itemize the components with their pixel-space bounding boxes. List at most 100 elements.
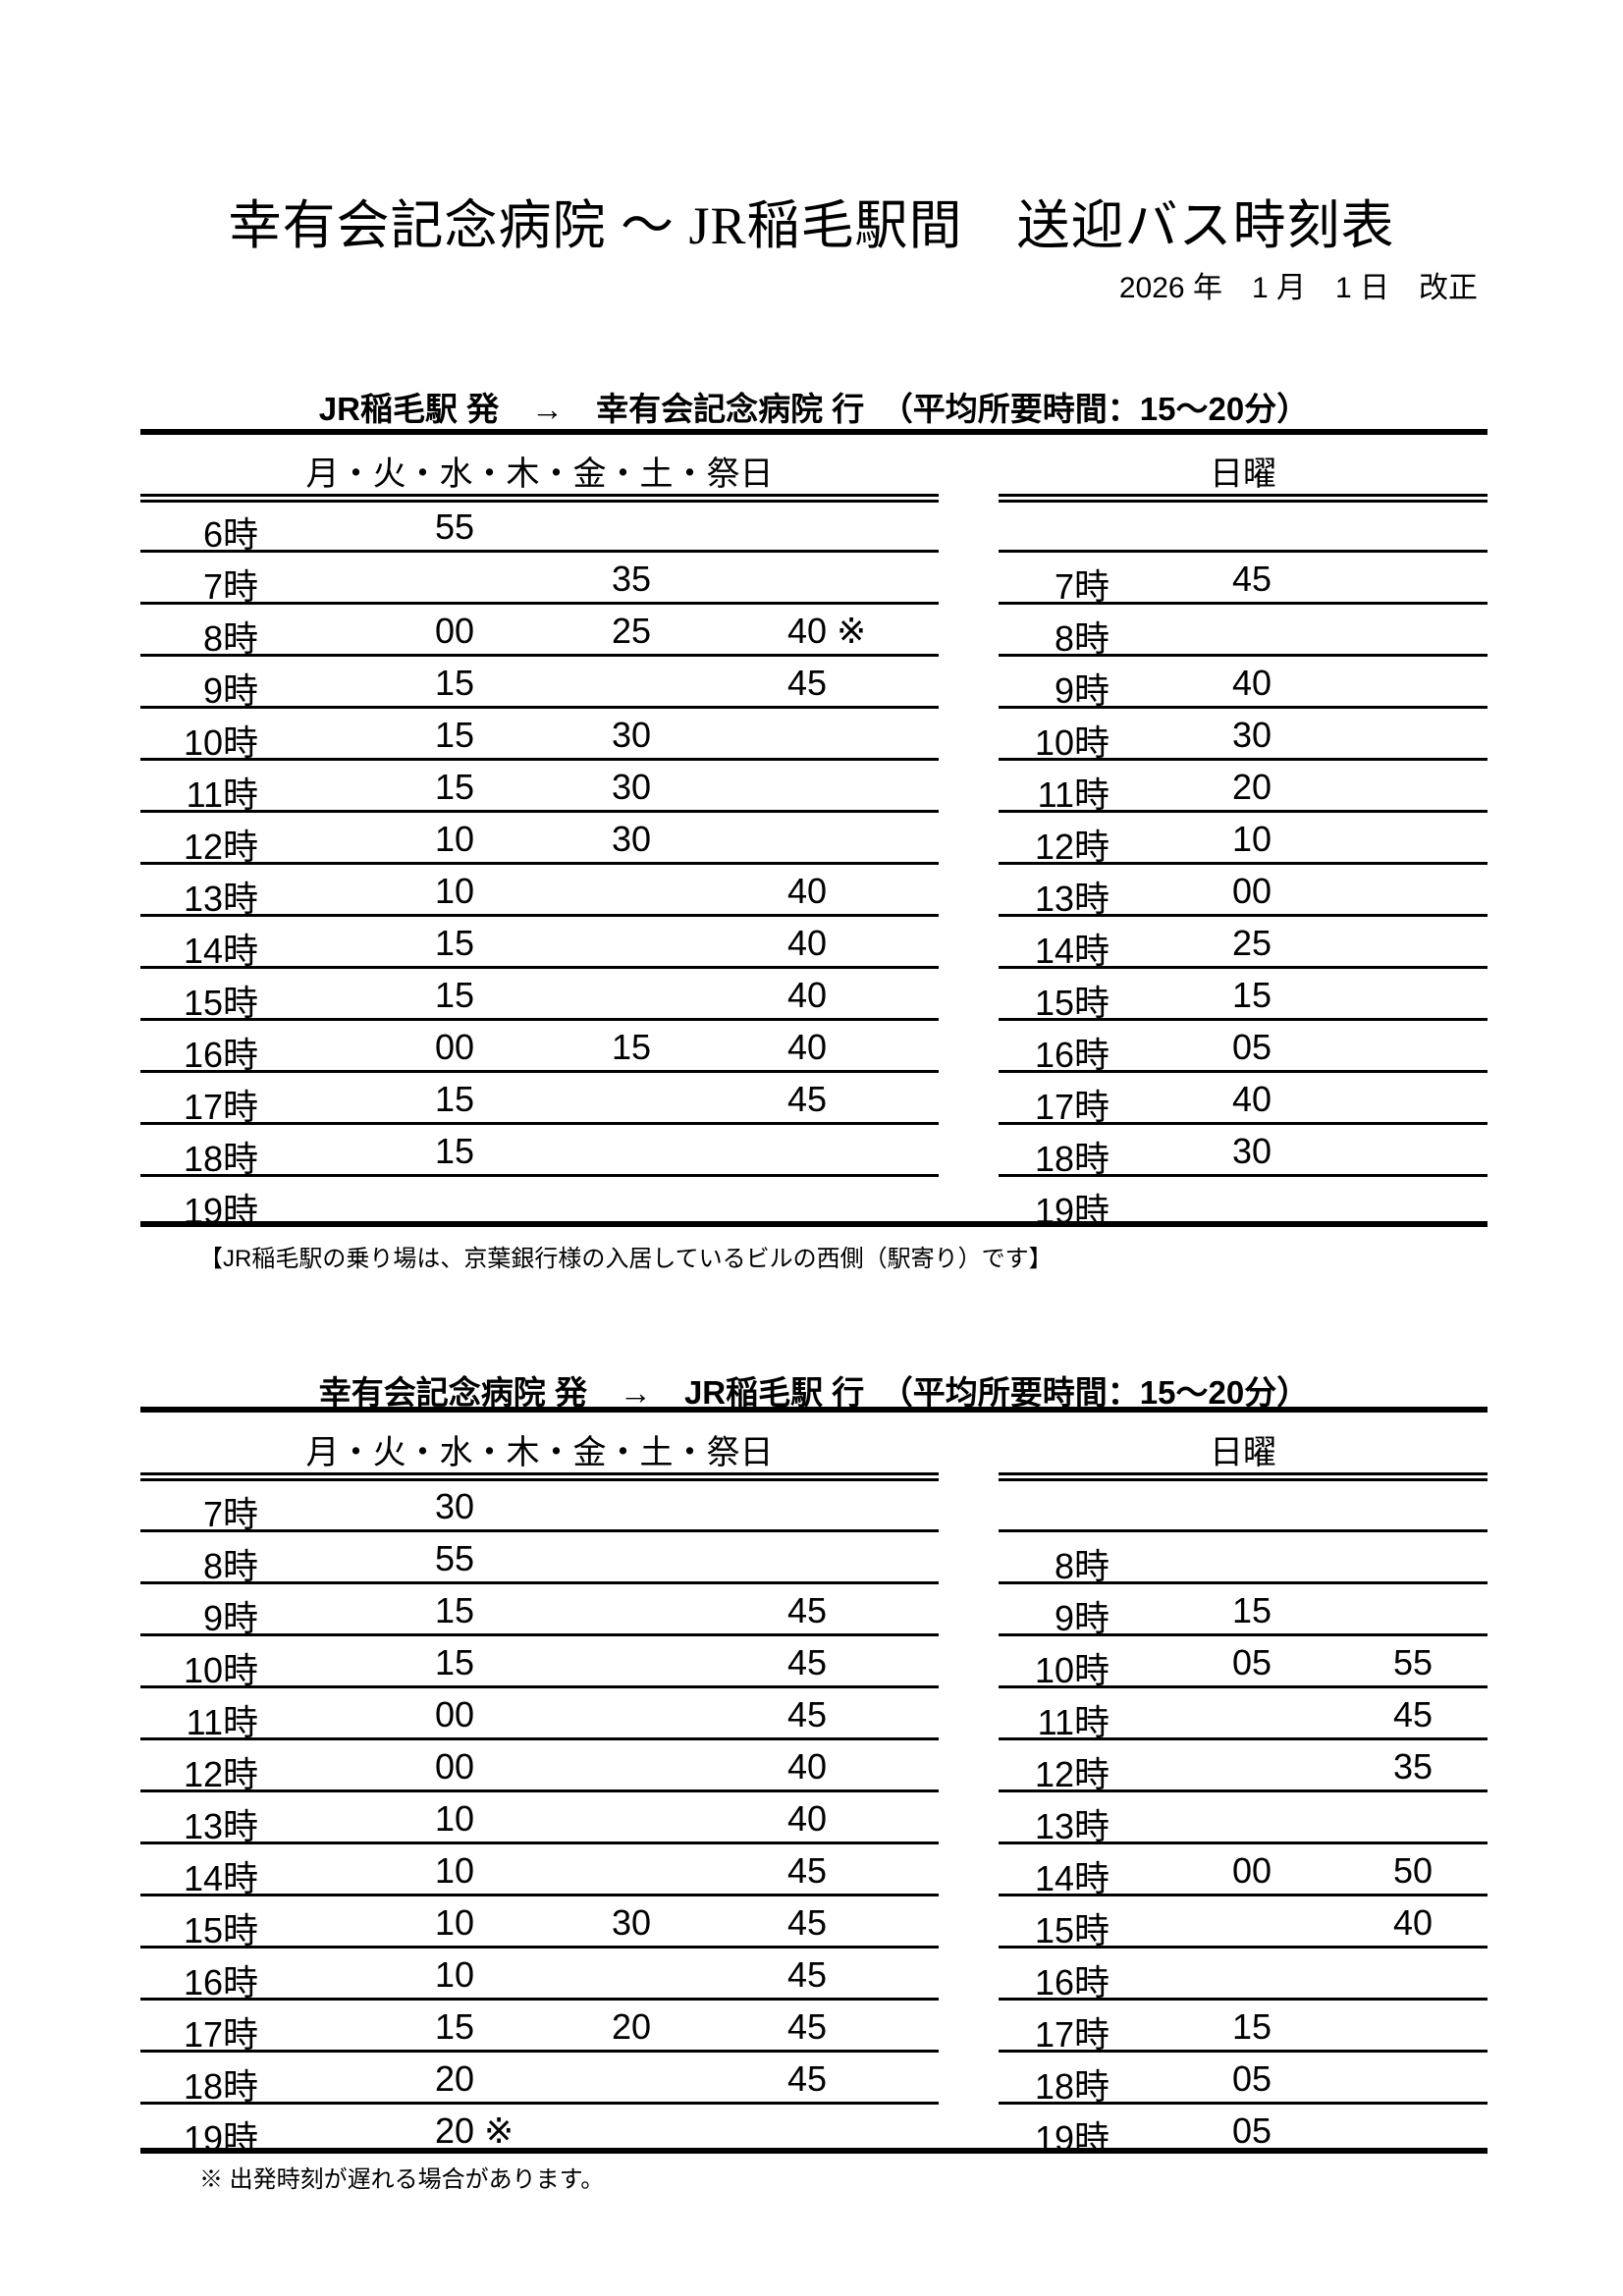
- departure-minute: 40: [787, 871, 828, 911]
- departure-minute: 00: [435, 611, 475, 651]
- departure-minute: 05: [1232, 2110, 1272, 2151]
- departure-minute: 05: [1232, 1642, 1272, 1682]
- hour-label: 8時: [1054, 1546, 1109, 1586]
- sunday-row: 13時 00: [999, 865, 1488, 919]
- departure-minute: 45: [787, 1642, 828, 1682]
- departure-minute: 10: [435, 819, 475, 859]
- departure-minute: 55: [1393, 1642, 1434, 1682]
- weekday-row: 19時: [140, 1177, 939, 1231]
- hour-label: 11時: [186, 774, 258, 815]
- weekday-row: 13時 10 40: [140, 1792, 939, 1846]
- sunday-row: 14時 00 50: [999, 1844, 1488, 1898]
- departure-minute: 15: [435, 1131, 475, 1171]
- departure-minute: 45: [787, 1079, 828, 1119]
- departure-minute: 40: [1232, 663, 1272, 703]
- weekday-row: 9時 15 45: [140, 1584, 939, 1638]
- departure-minute: 55: [435, 1538, 475, 1578]
- departure-minute: 45: [1232, 559, 1272, 599]
- departure-minute: 00: [435, 1027, 475, 1067]
- departure-minute: 45: [1393, 1694, 1434, 1735]
- departure-minute: 15: [435, 1642, 475, 1682]
- departure-minute: 40: [787, 1746, 828, 1787]
- departure-minute: 40: [787, 1798, 828, 1839]
- weekday-row: 19時 20 ※: [140, 2105, 939, 2159]
- departure-minute: 05: [1232, 2058, 1272, 2099]
- divider: [999, 494, 1488, 503]
- sunday-row: 12時 10: [999, 813, 1488, 867]
- weekday-row: 10時 15 30: [140, 709, 939, 763]
- hour-label: 12時: [1034, 1754, 1109, 1794]
- weekday-row: 8時 00 25 40 ※: [140, 605, 939, 659]
- weekday-row: 14時 10 45: [140, 1844, 939, 1898]
- hour-label: 14時: [183, 1858, 258, 1898]
- sunday-row: 10時 05 55: [999, 1636, 1488, 1690]
- hour-label: 18時: [183, 1139, 258, 1179]
- sunday-header: 日曜: [1210, 455, 1276, 493]
- hour-label: 8時: [1054, 618, 1109, 659]
- weekday-row: 18時 15: [140, 1125, 939, 1179]
- departure-minute: 15: [1232, 2006, 1272, 2047]
- weekday-row: 11時 00 45: [140, 1688, 939, 1742]
- departure-minute: 20 ※: [435, 2110, 514, 2151]
- hour-label: 13時: [183, 879, 258, 919]
- sunday-row: 16時: [999, 1949, 1488, 2002]
- departure-minute: 45: [787, 1850, 828, 1891]
- weekday-header: 月・火・水・木・金・土・祭日: [305, 455, 774, 493]
- weekday-row: 6時 55: [140, 501, 939, 555]
- page-title: 幸有会記念病院 〜 JR稲毛駅間 送迎バス時刻表: [228, 196, 1395, 255]
- hour-label: 14時: [183, 931, 258, 971]
- departure-minute: 50: [1393, 1850, 1434, 1891]
- departure-minute: 45: [787, 1590, 828, 1630]
- hour-label: 15時: [183, 983, 258, 1023]
- sunday-row: 7時 45: [999, 553, 1488, 607]
- departure-minute: 30: [612, 767, 652, 807]
- hour-label: 11時: [186, 1702, 258, 1742]
- hour-label: 11時: [1037, 1702, 1109, 1742]
- departure-minute: 30: [435, 1486, 475, 1526]
- hour-label: 9時: [202, 1598, 258, 1638]
- delay-note: ※ 出発時刻が遅れる場合があります。: [199, 2166, 605, 2193]
- departure-minute: 20: [1232, 767, 1272, 807]
- hour-label: 10時: [183, 1650, 258, 1690]
- divider: [140, 1472, 939, 1481]
- departure-minute: 40: [787, 1027, 828, 1067]
- departure-minute: 30: [612, 1902, 652, 1943]
- hour-label: 17時: [183, 2014, 258, 2055]
- hour-label: 7時: [202, 1494, 258, 1534]
- sunday-row: 8時: [999, 605, 1488, 659]
- departure-minute: 25: [612, 611, 652, 651]
- weekday-row: 12時 10 30: [140, 813, 939, 867]
- divider: [140, 494, 939, 503]
- hour-label: 15時: [1034, 1910, 1109, 1950]
- sunday-row: 17時 15: [999, 2001, 1488, 2055]
- departure-minute: 10: [435, 1850, 475, 1891]
- hour-label: 16時: [1034, 1962, 1109, 2002]
- weekday-header: 月・火・水・木・金・土・祭日: [305, 1434, 774, 1471]
- departure-minute: 15: [1232, 975, 1272, 1015]
- hour-label: 19時: [183, 2118, 258, 2159]
- departure-minute: 35: [1393, 1746, 1434, 1787]
- sunday-row: 12時 35: [999, 1740, 1488, 1794]
- divider: [140, 2148, 1488, 2154]
- hour-label: 9時: [1054, 1598, 1109, 1638]
- hour-label: 12時: [183, 827, 258, 867]
- weekday-row: 10時 15 45: [140, 1636, 939, 1690]
- weekday-row: 13時 10 40: [140, 865, 939, 919]
- weekday-row: 16時 00 15 40: [140, 1021, 939, 1075]
- weekday-row: 15時 10 30 45: [140, 1896, 939, 1950]
- hour-label: 17時: [183, 1087, 258, 1127]
- sunday-row: 19時: [999, 1177, 1488, 1231]
- hour-label: 19時: [183, 1191, 258, 1231]
- sunday-row: 19時 05: [999, 2105, 1488, 2159]
- sunday-row: 14時 25: [999, 917, 1488, 971]
- departure-minute: 45: [787, 1694, 828, 1735]
- departure-minute: 05: [1232, 1027, 1272, 1067]
- departure-minute: 20: [612, 2006, 652, 2047]
- hour-label: 17時: [1034, 1087, 1109, 1127]
- departure-minute: 15: [1232, 1590, 1272, 1630]
- revision-date: 2026 年 1 月 1 日 改正: [1118, 272, 1478, 304]
- weekday-row: 7時 35: [140, 553, 939, 607]
- sunday-row: 9時 15: [999, 1584, 1488, 1638]
- departure-minute: 15: [435, 767, 475, 807]
- hour-label: 18時: [1034, 1139, 1109, 1179]
